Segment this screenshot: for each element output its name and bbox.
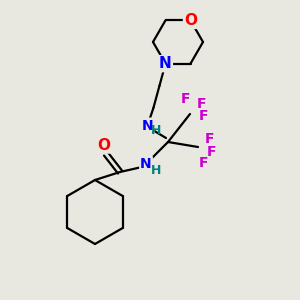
Text: N: N bbox=[142, 119, 153, 133]
Text: F: F bbox=[199, 109, 209, 123]
Text: O: O bbox=[184, 13, 197, 28]
Text: F: F bbox=[181, 92, 191, 106]
Text: F: F bbox=[205, 132, 215, 146]
Text: F: F bbox=[197, 97, 207, 111]
Text: H: H bbox=[151, 164, 161, 176]
Text: O: O bbox=[98, 137, 110, 152]
Text: H: H bbox=[151, 124, 162, 137]
Text: N: N bbox=[140, 157, 152, 171]
Text: F: F bbox=[199, 156, 209, 170]
Text: F: F bbox=[207, 145, 217, 159]
Text: N: N bbox=[159, 56, 172, 71]
